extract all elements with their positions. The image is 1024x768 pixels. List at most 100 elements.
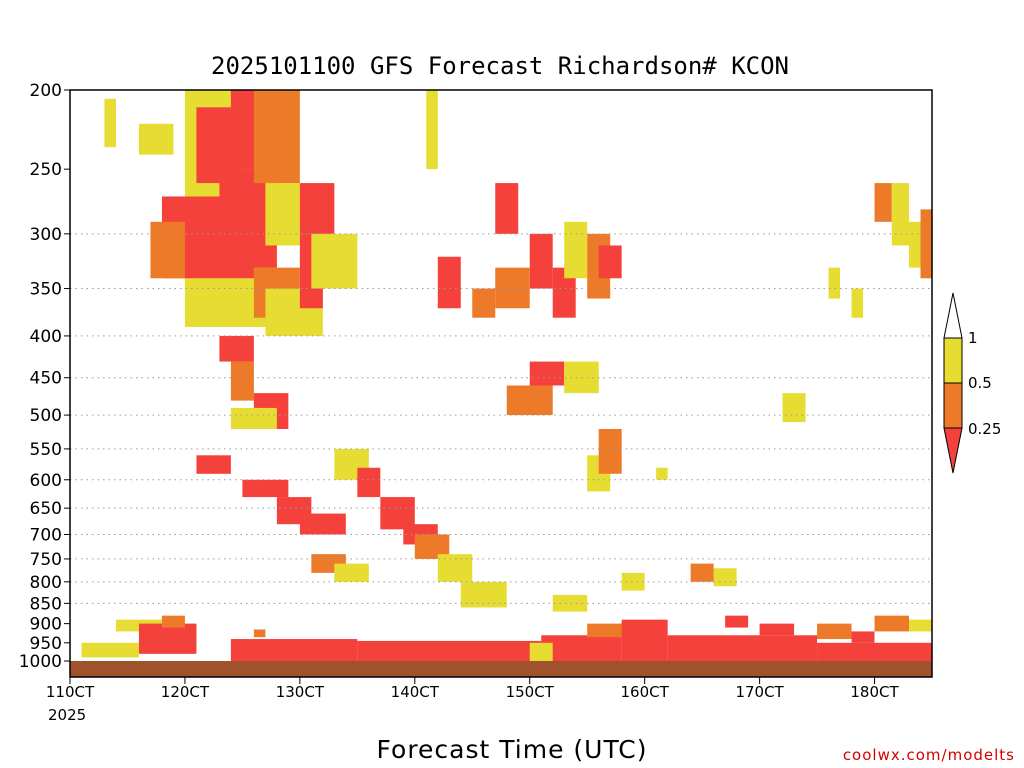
heatmap-cell-red	[299, 183, 335, 234]
x-tick-label: 180CT	[850, 683, 899, 701]
y-tick-label: 450	[30, 369, 62, 389]
heatmap-cell-yellow	[265, 183, 300, 246]
heatmap-cell-yellow	[891, 183, 910, 246]
heatmap-cell-orange	[598, 428, 622, 474]
heatmap-cell-red	[598, 245, 622, 279]
x-year-label: 2025	[48, 706, 86, 724]
heatmap-cell-orange	[920, 209, 932, 279]
legend-swatch-red	[943, 427, 963, 474]
heatmap-cell-red	[299, 513, 346, 535]
x-tick-label: 110CT	[46, 683, 95, 701]
x-tick-label: 170CT	[735, 683, 784, 701]
legend-label: 0.25	[968, 420, 1001, 438]
y-axis: 200 250 300 350 400 450 500 550 600 650 700 750 8008…	[19, 81, 70, 672]
y-tick-label: 500	[30, 406, 62, 426]
heatmap-cell-red	[552, 267, 576, 318]
heatmap-cell-yellow	[713, 568, 737, 587]
heatmap-cell-red	[138, 623, 197, 654]
x-tick-label: 130CT	[276, 683, 325, 701]
heatmap-cell-yellow	[311, 233, 358, 289]
y-tick-label: 700	[30, 525, 62, 545]
heatmap-cell-red	[196, 455, 231, 474]
x-tick-label: 160CT	[621, 683, 670, 701]
heatmap-cell-yellow	[564, 221, 588, 279]
y-tick-label: 550	[30, 440, 62, 460]
y-tick-label: 400	[30, 327, 62, 347]
heatmap-cell-yellow	[529, 642, 553, 661]
heatmap-cell-red	[357, 640, 542, 661]
heatmap-cell-red	[380, 497, 415, 530]
heatmap-cell-red	[219, 335, 254, 362]
heatmap-cell-yellow	[828, 267, 841, 299]
legend-label: 1	[968, 329, 978, 347]
y-tick-label: 800	[30, 573, 62, 593]
y-tick-label: 950	[30, 634, 62, 654]
gridlines	[70, 233, 932, 604]
heatmap-cell-red	[621, 619, 668, 661]
y-tick-label: 850	[30, 594, 62, 614]
heatmap-cell-yellow	[334, 563, 369, 582]
heatmap-cell-red	[759, 623, 795, 636]
heatmap-cell-yellow	[909, 619, 932, 632]
heatmap-cell-yellow	[621, 572, 645, 591]
heatmap-cell-yellow	[138, 123, 174, 155]
heatmap-cell-yellow	[552, 594, 588, 612]
heatmap-cell-orange	[230, 361, 254, 401]
legend-swatch-yellow	[943, 337, 963, 384]
heatmap-cell-yellow	[656, 467, 668, 480]
heatmap-cell-orange	[253, 90, 300, 184]
plot-frame	[69, 89, 933, 678]
heatmap-cell-orange	[161, 615, 185, 628]
y-tick-label: 300	[30, 225, 62, 245]
chart-title: 2025101100 GFS Forecast Richardson# KCON	[211, 52, 789, 80]
heatmap-cell-orange	[150, 221, 185, 279]
y-tick-label: 900	[30, 615, 62, 635]
y-tick-label: 200	[30, 81, 62, 101]
heatmap-cell-orange	[690, 563, 714, 582]
heatmap-cell-red	[667, 635, 818, 661]
heatmap-cell-orange	[253, 629, 266, 638]
y-tick-label: 250	[30, 160, 62, 180]
legend-label: 0.5	[968, 374, 992, 392]
heatmap-cells	[81, 90, 932, 661]
heatmap-cell-yellow	[426, 90, 438, 170]
heatmap-cell-orange	[495, 267, 530, 309]
heatmap-cell-orange	[874, 615, 910, 632]
y-tick-label: 750	[30, 550, 62, 570]
heatmap-cell-red	[437, 256, 461, 309]
heatmap-cell-red	[541, 635, 622, 661]
y-tick-label: 1000	[19, 652, 62, 672]
credit-text: coolwx.com/modelts	[843, 746, 1015, 764]
heatmap-cell-orange	[817, 623, 852, 640]
heatmap-cell-yellow	[437, 554, 473, 582]
surface-ground	[70, 661, 932, 677]
heatmap-cell-red	[851, 631, 875, 643]
heatmap-cell-yellow	[104, 98, 116, 148]
heatmap-cell-yellow	[782, 393, 806, 423]
x-tick-label: 120CT	[161, 683, 210, 701]
heatmap-cell-red	[817, 642, 932, 661]
heatmap-cell-red	[495, 183, 519, 234]
heatmap-cell-orange	[874, 183, 892, 222]
x-axis-label: Forecast Time (UTC)	[377, 735, 648, 764]
y-tick-label: 350	[30, 280, 62, 300]
heatmap-cell-yellow	[230, 407, 277, 429]
heatmap-cell-red	[725, 615, 749, 628]
heatmap-cell-red	[529, 361, 565, 386]
x-axis: 110CT 120CT 130CT 140CT 150CT 160CT 170CT 180CT	[46, 677, 899, 701]
x-tick-label: 140CT	[391, 683, 440, 701]
heatmap-cell-red	[529, 233, 553, 289]
heatmap-cell-orange	[506, 385, 553, 416]
x-tick-label: 150CT	[506, 683, 555, 701]
heatmap-cell-orange	[472, 288, 496, 318]
heatmap-cell-red	[357, 467, 381, 498]
y-tick-label: 600	[30, 471, 62, 491]
legend-swatch-orange	[943, 382, 963, 429]
heatmap-cell-red	[242, 479, 289, 498]
y-tick-label: 650	[30, 499, 62, 519]
heatmap-cell-yellow	[81, 642, 139, 658]
heatmap-cell-red	[230, 639, 358, 661]
colorbar-legend: 1 0.5 0.25	[943, 292, 1001, 474]
heatmap-cell-yellow	[851, 288, 864, 318]
